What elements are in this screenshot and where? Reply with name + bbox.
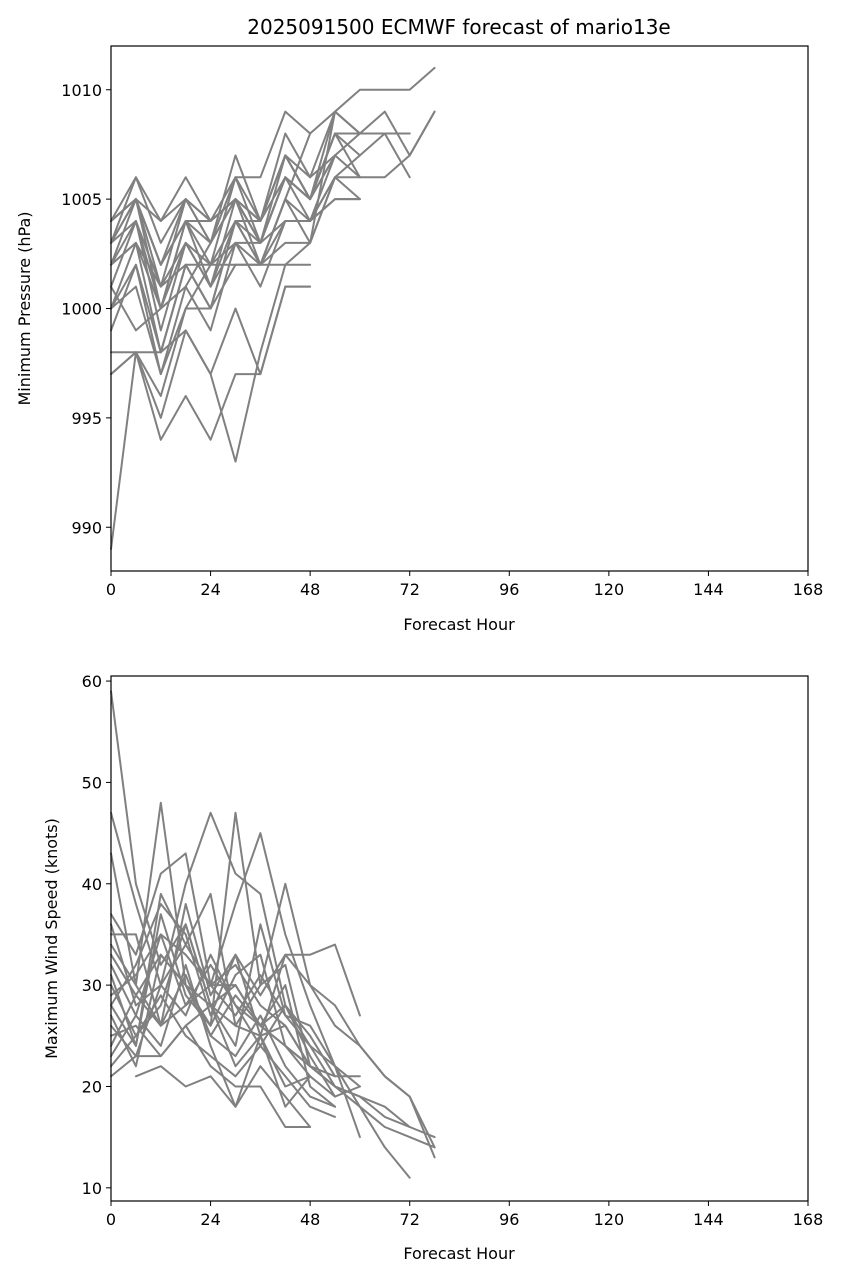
pressure-y-tick-label: 1010 xyxy=(61,81,102,100)
pressure-x-tick-label: 0 xyxy=(106,580,116,599)
wind-series-line-14 xyxy=(110,1004,312,1088)
wind-series-line-15 xyxy=(110,974,336,1108)
wind-x-tick-label: 168 xyxy=(793,1210,824,1229)
wind-x-tick-label: 24 xyxy=(200,1210,220,1229)
wind-series-group xyxy=(110,690,436,1179)
pressure-series-line-22 xyxy=(110,132,361,266)
pressure-series-line-14 xyxy=(110,154,336,332)
pressure-y-tick-label: 995 xyxy=(71,409,102,428)
wind-x-axis-label: Forecast Hour xyxy=(403,1244,515,1263)
pressure-series-line-3 xyxy=(110,110,411,288)
wind-series-line-18 xyxy=(110,1024,312,1128)
wind-x-tick-label: 72 xyxy=(400,1210,420,1229)
pressure-series-line-6 xyxy=(110,132,411,266)
wind-x-tick-label: 144 xyxy=(693,1210,724,1229)
wind-y-axis-label: Maximum Wind Speed (knots) xyxy=(42,818,61,1059)
pressure-series-line-1 xyxy=(110,66,436,222)
pressure-x-axis-label: Forecast Hour xyxy=(403,615,515,634)
pressure-series-line-20 xyxy=(110,263,312,551)
wind-series-line-22 xyxy=(110,903,312,1068)
wind-x-tick-label: 120 xyxy=(594,1210,625,1229)
pressure-x-tick-label: 120 xyxy=(594,580,625,599)
wind-y-tick-label: 60 xyxy=(82,672,102,691)
pressure-series-line-19 xyxy=(110,285,312,441)
pressure-y-tick-label: 1000 xyxy=(61,300,102,319)
pressure-axis-ticks: 0 24 48 72 96 120 144 168 990 995 1000 1005 1010 xyxy=(61,81,823,599)
wind-series-line-10 xyxy=(110,933,361,1139)
pressure-series-line-16 xyxy=(110,198,361,288)
wind-series-line-20 xyxy=(134,1034,312,1108)
pressure-series-line-9 xyxy=(110,198,361,376)
pressure-series-group xyxy=(110,66,436,551)
pressure-plot-frame xyxy=(110,45,809,572)
chart-title: 2025091500 ECMWF forecast of mario13e xyxy=(247,15,670,39)
wind-series-line-2 xyxy=(110,811,436,1139)
wind-y-tick-label: 40 xyxy=(82,875,102,894)
wind-x-tick-label: 0 xyxy=(106,1210,116,1229)
pressure-panel: 2025091500 ECMWF forecast of mario13e 0 2… xyxy=(15,15,823,634)
pressure-x-tick-label: 96 xyxy=(499,580,519,599)
wind-y-tick-label: 10 xyxy=(82,1179,102,1198)
pressure-x-tick-label: 144 xyxy=(693,580,724,599)
pressure-x-tick-label: 72 xyxy=(400,580,420,599)
wind-series-line-16 xyxy=(110,963,312,1128)
wind-y-tick-label: 50 xyxy=(82,773,102,792)
wind-y-tick-label: 20 xyxy=(82,1077,102,1096)
wind-plot-frame xyxy=(110,675,809,1202)
wind-x-tick-label: 48 xyxy=(300,1210,320,1229)
pressure-y-axis-label: Minimum Pressure (hPa) xyxy=(15,212,34,406)
wind-x-tick-label: 96 xyxy=(499,1210,519,1229)
pressure-y-tick-label: 990 xyxy=(71,518,102,537)
pressure-x-tick-label: 24 xyxy=(200,580,220,599)
pressure-series-line-21 xyxy=(110,110,336,397)
wind-series-line-7 xyxy=(110,923,361,1088)
pressure-x-tick-label: 48 xyxy=(300,580,320,599)
pressure-x-tick-label: 168 xyxy=(793,580,824,599)
pressure-series-line-2 xyxy=(110,110,436,244)
pressure-y-tick-label: 1005 xyxy=(61,190,102,209)
wind-series-line-4 xyxy=(110,832,411,1179)
wind-series-line-8 xyxy=(110,892,336,1078)
wind-panel: 0 24 48 72 96 120 144 168 10 20 30 40 50 60 Forecast … xyxy=(42,672,823,1263)
wind-axis-ticks: 0 24 48 72 96 120 144 168 10 20 30 40 50 60 xyxy=(82,672,824,1229)
wind-y-tick-label: 30 xyxy=(82,976,102,995)
